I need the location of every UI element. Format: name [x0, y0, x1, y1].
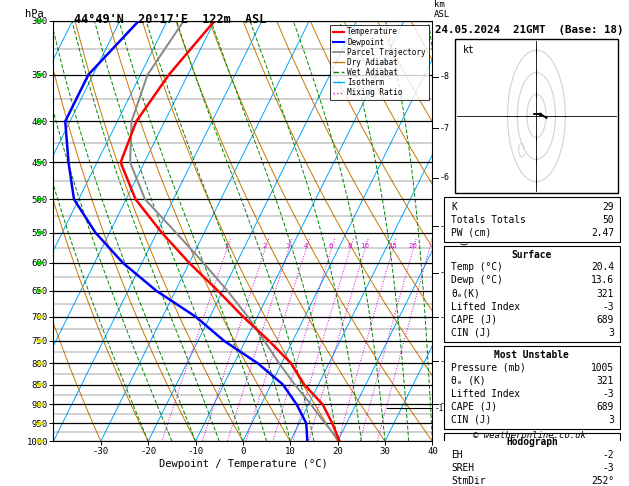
Text: kt: kt	[462, 45, 474, 55]
Text: 44°49'N  20°17'E  122m  ASL: 44°49'N 20°17'E 122m ASL	[74, 13, 266, 26]
Text: Lifted Index: Lifted Index	[452, 301, 520, 312]
Text: 252°: 252°	[591, 476, 614, 486]
X-axis label: Dewpoint / Temperature (°C): Dewpoint / Temperature (°C)	[159, 459, 327, 469]
Text: Dewp (°C): Dewp (°C)	[452, 276, 503, 285]
Text: -8: -8	[439, 72, 449, 81]
Text: CIN (J): CIN (J)	[452, 328, 492, 338]
Text: θₑ(K): θₑ(K)	[452, 289, 480, 298]
Text: hPa: hPa	[25, 9, 44, 19]
Legend: Temperature, Dewpoint, Parcel Trajectory, Dry Adiabat, Wet Adiabat, Isotherm, Mi: Temperature, Dewpoint, Parcel Trajectory…	[330, 25, 428, 100]
Text: 689: 689	[597, 314, 614, 325]
Text: 15: 15	[387, 243, 397, 249]
Text: 50: 50	[603, 214, 614, 225]
Text: -3: -3	[603, 389, 614, 399]
Text: Surface: Surface	[511, 250, 552, 260]
Text: -5: -5	[439, 222, 449, 231]
FancyBboxPatch shape	[444, 246, 620, 342]
Text: -1LCL: -1LCL	[434, 404, 457, 413]
Text: 20: 20	[408, 243, 417, 249]
Text: 3: 3	[286, 243, 291, 249]
Text: Mixing Ratio (g/kg): Mixing Ratio (g/kg)	[461, 214, 470, 316]
Text: 4: 4	[303, 243, 308, 249]
Text: 689: 689	[597, 401, 614, 412]
Text: -4: -4	[439, 268, 449, 277]
Text: km
ASL: km ASL	[434, 0, 450, 19]
Text: Pressure (mb): Pressure (mb)	[452, 363, 526, 372]
FancyBboxPatch shape	[455, 38, 618, 193]
Text: 1: 1	[224, 243, 228, 249]
Text: Lifted Index: Lifted Index	[452, 389, 520, 399]
Text: 24.05.2024  21GMT  (Base: 18): 24.05.2024 21GMT (Base: 18)	[435, 25, 623, 35]
Text: 20.4: 20.4	[591, 262, 614, 273]
Text: -7: -7	[439, 124, 449, 133]
Text: -6: -6	[439, 173, 449, 182]
Text: K: K	[452, 202, 457, 211]
FancyBboxPatch shape	[444, 433, 620, 486]
Text: θₑ (K): θₑ (K)	[452, 376, 486, 385]
Text: 321: 321	[597, 289, 614, 298]
Text: 2: 2	[262, 243, 267, 249]
Text: -2: -2	[603, 450, 614, 460]
Text: SREH: SREH	[452, 463, 474, 472]
FancyBboxPatch shape	[444, 346, 620, 429]
Text: 10: 10	[360, 243, 369, 249]
Text: 1005: 1005	[591, 363, 614, 372]
Text: 6: 6	[328, 243, 333, 249]
Text: 321: 321	[597, 376, 614, 385]
Text: StmDir: StmDir	[452, 476, 486, 486]
Text: CIN (J): CIN (J)	[452, 415, 492, 425]
Text: 29: 29	[603, 202, 614, 211]
Text: -3: -3	[439, 313, 449, 322]
Text: 13.6: 13.6	[591, 276, 614, 285]
Text: Hodograph: Hodograph	[506, 437, 558, 447]
Text: CAPE (J): CAPE (J)	[452, 314, 498, 325]
Text: © weatheronline.co.uk: © weatheronline.co.uk	[472, 431, 586, 440]
Text: -3: -3	[603, 463, 614, 472]
FancyBboxPatch shape	[444, 197, 620, 242]
Text: 3: 3	[608, 328, 614, 338]
Text: CAPE (J): CAPE (J)	[452, 401, 498, 412]
Text: -3: -3	[603, 301, 614, 312]
Text: PW (cm): PW (cm)	[452, 227, 492, 238]
Text: EH: EH	[452, 450, 463, 460]
Text: -1: -1	[439, 399, 449, 408]
Text: 8: 8	[347, 243, 352, 249]
Text: -2: -2	[439, 357, 449, 365]
Text: Totals Totals: Totals Totals	[452, 214, 526, 225]
Text: 3: 3	[608, 415, 614, 425]
Text: Most Unstable: Most Unstable	[494, 350, 569, 360]
Text: 2.47: 2.47	[591, 227, 614, 238]
Text: Temp (°C): Temp (°C)	[452, 262, 503, 273]
